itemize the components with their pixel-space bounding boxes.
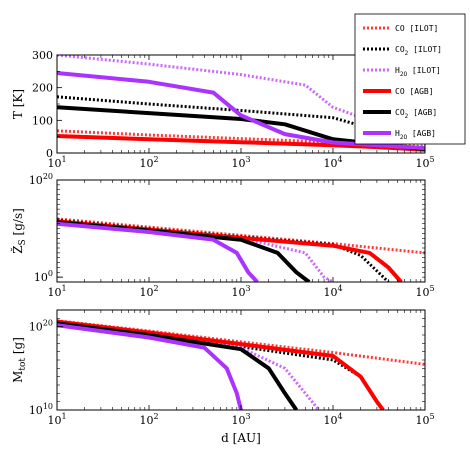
x-axis-label: d [AU] [221,431,261,445]
y-tick-label: 1020 [29,172,53,187]
x-tick-label: 105 [415,155,434,170]
x-tick-label: 103 [231,284,250,299]
sublimation-rate-panel: 101 102 103 104 105 100 1020 ŽS [g/s] [10,172,435,299]
series-line-h-2o-agb- [57,71,425,151]
x-tick-label: 104 [323,284,342,299]
series-line-co-agb- [57,219,403,282]
y-axis-label: Mtot [g] [11,337,28,383]
x-tick-label: 101 [47,155,66,170]
x-tick-label: 102 [139,284,158,299]
series-line-co-ilot- [57,129,425,148]
series-group [57,319,425,410]
series-line-co-2-agb- [57,321,299,410]
y-tick-label: 300 [32,49,53,62]
x-tick-label: 103 [231,155,250,170]
x-tick-label: 101 [47,412,66,427]
x-tick-label: 105 [415,284,434,299]
legend-label: CO [AGB] [395,87,434,96]
y-tick-label: 100 [34,269,53,284]
temperature-panel: 101 102 103 104 105 0 100 200 300 T [K] [11,49,435,170]
x-tick-label: 105 [415,412,434,427]
y-tick-label: 1010 [29,402,53,417]
y-axis-label: ŽS [g/s] [10,208,28,254]
y-tick-label: 1020 [29,319,53,334]
y-axis-label: T [K] [11,89,25,119]
y-tick-label: 100 [32,114,53,127]
y-tick-label: 200 [32,82,53,95]
legend-label: CO2 [ILOT] [395,45,442,57]
legend-label: H2O [ILOT] [395,66,441,78]
series-line-co-2-agb- [57,105,425,152]
series-line-co-agb- [57,319,385,410]
series-group [57,217,425,282]
x-tick-label: 102 [139,155,158,170]
plot-frame [56,309,426,411]
x-tick-label: 104 [323,155,342,170]
plot-frame [56,179,426,283]
series-line-co-2-ilot- [57,322,385,410]
legend-label: CO2 [AGB] [395,108,437,120]
legend-box [354,13,466,145]
series-line-h-2o-agb- [57,221,259,282]
x-tick-label: 104 [323,412,342,427]
series-line-h-2o-ilot- [57,219,334,282]
series-line-h-2o-ilot- [57,55,425,143]
x-tick-label: 101 [47,284,66,299]
legend-label: CO [ILOT] [395,24,438,33]
legend: CO [ILOT] CO2 [ILOT] H2O [ILOT] CO [AGB] CO2… [354,13,466,145]
series-group [57,55,425,152]
series-line-h-2o-agb- [57,323,243,410]
x-tick-label: 102 [139,412,158,427]
x-tick-label: 103 [231,412,250,427]
legend-label: H2O [AGB] [395,129,436,141]
y-tick-label: 0 [46,147,53,160]
